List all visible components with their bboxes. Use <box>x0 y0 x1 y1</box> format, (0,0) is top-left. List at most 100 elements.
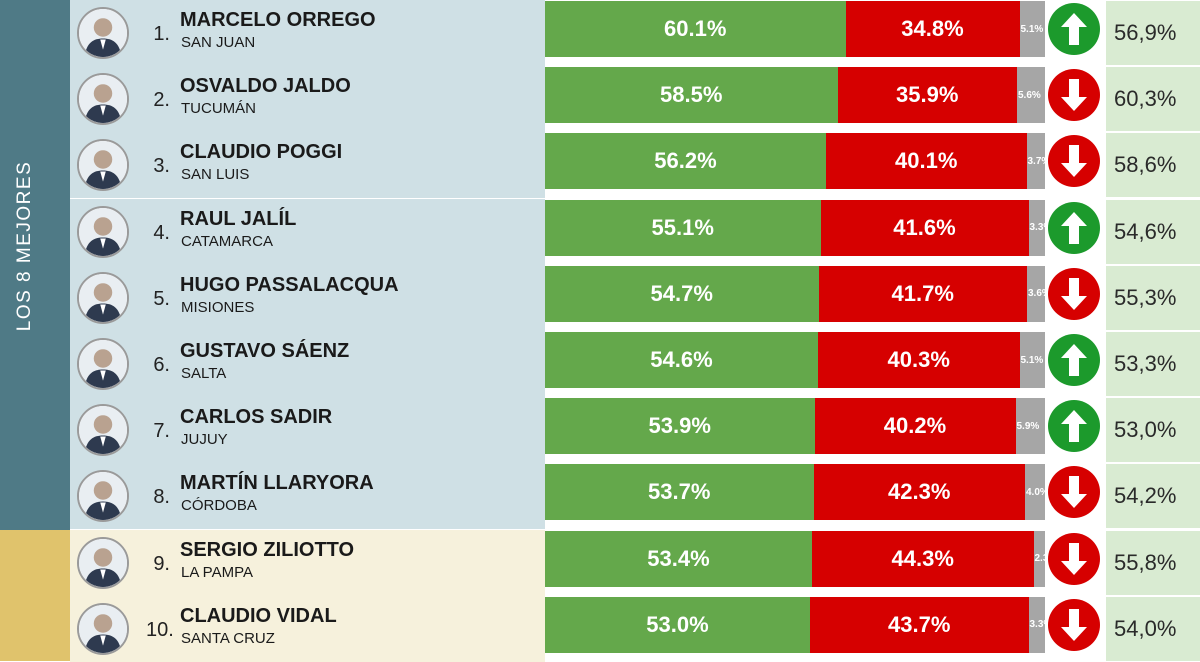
province-name: JUJUY <box>181 431 228 449</box>
stacked-bar: 58.5% 35.9% 5.6% <box>545 67 1045 124</box>
governor-name: GUSTAVO SÁENZ <box>180 340 350 362</box>
person-icon <box>79 472 127 521</box>
undecided-bar-segment: 5.1% <box>1019 1 1045 57</box>
stacked-bar: 60.1% 34.8% 5.1% <box>545 1 1045 57</box>
arrow-down-icon <box>1048 532 1100 585</box>
person-icon <box>79 406 127 455</box>
approval-bar-segment: 54.6% <box>545 332 818 388</box>
disapproval-bar-segment: 41.7% <box>818 265 1027 322</box>
avatar <box>77 470 129 523</box>
person-icon <box>79 9 127 57</box>
undecided-bar-segment: 4.0% <box>1025 464 1045 521</box>
governor-name: RAUL JALÍL <box>180 207 297 230</box>
avatar <box>77 205 129 258</box>
province-name: SALTA <box>181 365 227 382</box>
person-icon <box>79 273 127 322</box>
governor-name: CARLOS SADIR <box>180 406 333 429</box>
province-name: MISIONES <box>181 298 255 316</box>
person-icon <box>79 141 127 190</box>
trend-down-icon <box>1047 267 1101 321</box>
table-row: 5. HUGO PASSALACQUA MISIONES <box>70 264 545 331</box>
rank-number: 10. <box>146 618 174 641</box>
stacked-bar: 55.1%41.6%3.3% <box>545 199 1045 256</box>
rank-number: 7. <box>153 420 170 443</box>
avatar <box>77 139 129 192</box>
person-icon <box>79 604 127 653</box>
approval-bar-segment: 53.7% <box>545 464 814 521</box>
avatar <box>77 7 129 59</box>
stacked-bar: 53.0%43.7%3.3% <box>545 596 1045 653</box>
rank-number: 3. <box>153 155 170 178</box>
undecided-bar-segment: 5.9% <box>1015 398 1045 455</box>
governor-name: OSVALDO JALDO <box>180 75 351 98</box>
rank-number: 1. <box>153 23 170 45</box>
previous-value: 60,3% <box>1106 67 1200 132</box>
disapproval-bar-segment: 42.3% <box>813 464 1025 521</box>
trend-down-icon <box>1047 532 1101 586</box>
rank-number: 9. <box>153 552 170 575</box>
rank-number: 8. <box>153 486 170 509</box>
province-name: CÓRDOBA <box>181 497 257 515</box>
governor-name: SERGIO ZILIOTTO <box>180 538 355 561</box>
approval-bar-segment: 58.5% <box>545 67 838 124</box>
disapproval-bar-segment: 44.3% <box>812 530 1034 587</box>
avatar <box>77 404 129 457</box>
previous-value: 53,3% <box>1106 332 1200 396</box>
province-name: SAN LUIS <box>181 166 250 184</box>
trend-up-icon <box>1047 201 1101 255</box>
approval-bar-segment: 54.7% <box>545 265 819 322</box>
table-row: 1. MARCELO ORREGO SAN JUAN <box>70 0 545 66</box>
disapproval-bar-segment: 34.8% <box>845 1 1020 57</box>
arrow-down-icon <box>1048 466 1100 519</box>
person-icon <box>79 340 127 388</box>
avatar <box>77 73 129 126</box>
province-name: SAN JUAN <box>181 34 256 51</box>
approval-bar-segment: 56.2% <box>545 133 826 190</box>
stacked-bar: 53.7%42.3%4.0% <box>545 464 1045 521</box>
undecided-bar-segment: 3.7% <box>1026 133 1045 190</box>
stacked-bar: 54.6% 40.3% 5.1% <box>545 332 1045 388</box>
province-name: TUCUMÁN <box>181 100 256 118</box>
avatar <box>77 338 129 390</box>
previous-value: 55,8% <box>1106 530 1200 595</box>
trend-down-icon <box>1047 465 1101 519</box>
undecided-bar-segment: 3.3% <box>1028 199 1045 256</box>
undecided-bar-segment: 3.3% <box>1028 596 1045 653</box>
arrow-up-icon <box>1048 3 1100 55</box>
disapproval-bar-segment: 35.9% <box>837 67 1017 124</box>
governor-name: HUGO PASSALACQUA <box>180 273 399 296</box>
avatar <box>77 271 129 324</box>
approval-bar-segment: 53.0% <box>545 596 810 653</box>
governor-name: CLAUDIO VIDAL <box>180 604 337 627</box>
previous-value: 55,3% <box>1106 265 1200 330</box>
previous-value: 54,0% <box>1106 596 1200 661</box>
trend-up-icon <box>1047 2 1101 56</box>
stacked-bar: 54.7%41.7%3.6% <box>545 265 1045 322</box>
top-8-side-label: LOS 8 MEJORES <box>14 160 35 332</box>
undecided-bar-segment: 2.3% <box>1033 530 1045 587</box>
governor-name: MARCELO ORREGO <box>180 9 376 31</box>
trend-up-icon <box>1047 399 1101 453</box>
trend-down-icon <box>1047 134 1101 188</box>
trend-up-icon <box>1047 333 1101 387</box>
arrow-up-icon <box>1048 201 1100 254</box>
previous-value: 58,6% <box>1106 133 1200 198</box>
province-name: CATAMARCA <box>181 232 273 250</box>
table-row: 4. RAUL JALÍL CATAMARCA <box>70 198 545 265</box>
person-icon <box>79 538 127 587</box>
table-row: 8. MARTÍN LLARYORA CÓRDOBA <box>70 463 545 530</box>
rank-number: 6. <box>153 354 170 376</box>
undecided-bar-segment: 5.1% <box>1019 332 1045 388</box>
rank-number: 4. <box>153 221 170 244</box>
governor-name: CLAUDIO POGGI <box>180 141 343 164</box>
stacked-bar: 56.2%40.1%3.7% <box>545 133 1045 190</box>
undecided-bar-segment: 3.6% <box>1027 265 1045 322</box>
arrow-down-icon <box>1048 69 1100 122</box>
previous-value: 53,0% <box>1106 398 1200 463</box>
arrow-up-icon <box>1048 334 1100 386</box>
governor-name: MARTÍN LLARYORA <box>180 472 374 495</box>
disapproval-bar-segment: 43.7% <box>810 596 1029 653</box>
arrow-down-icon <box>1048 135 1100 188</box>
table-row: 6. GUSTAVO SÁENZ SALTA <box>70 331 545 397</box>
disapproval-bar-segment: 40.2% <box>814 398 1016 455</box>
